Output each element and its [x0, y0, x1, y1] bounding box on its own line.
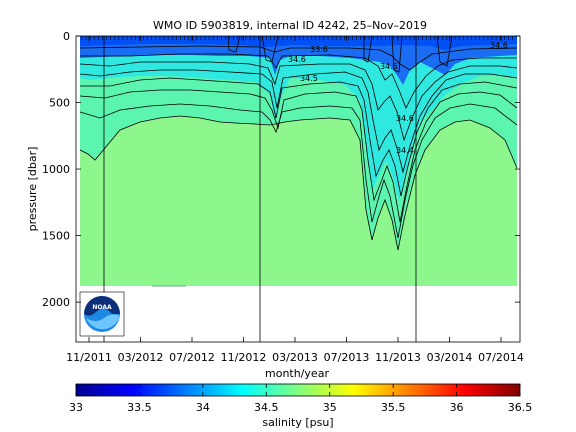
colorbar-tick-label: 36.5 [508, 401, 533, 414]
profile-ticks [81, 36, 513, 40]
colorbar-tick-label: 34 [196, 401, 210, 414]
x-axis: 11/2011 03/2012 07/2012 11/2012 03/2013 07/20… [66, 36, 524, 364]
y-tick-label: 2000 [42, 296, 70, 309]
colorbar-tick-label: 35.5 [381, 401, 406, 414]
noaa-logo-text: NOAA [92, 304, 112, 311]
x-tick-label: 07/2014 [478, 351, 524, 364]
plot-frame [75, 35, 521, 343]
x-tick-label: 07/2013 [324, 351, 370, 364]
contour-label: 34.6 [396, 114, 414, 123]
x-tick-label: 03/2014 [427, 351, 473, 364]
colorbar-gradient [75, 383, 521, 397]
vertical-reference-lines [103, 36, 417, 342]
contour-label: 34.4 [396, 146, 414, 155]
contour-label: 34.6 [490, 41, 508, 50]
colorbar-tick-label: 34.5 [254, 401, 279, 414]
colorbar-tick-label: 33.5 [127, 401, 152, 414]
y-tick-label: 1500 [42, 230, 70, 243]
colorbar: 33 33.5 34 34.5 35 35.5 36 36.5 salinity [psu] [69, 383, 533, 429]
y-axis-label: pressure [dbar] [26, 147, 39, 232]
x-tick-label: 11/2011 [66, 351, 112, 364]
contour-label: 33.6 [310, 45, 328, 54]
colorbar-tick-label: 36 [450, 401, 464, 414]
surface-salinity-band [80, 36, 517, 85]
x-tick-label: 11/2013 [375, 351, 421, 364]
contour-lines [79, 36, 518, 251]
x-tick-label: 03/2012 [118, 351, 164, 364]
surface-fresh-band [80, 36, 517, 50]
y-axis: 0 500 1000 1500 2000 [42, 30, 520, 309]
x-tick-label: 07/2012 [169, 351, 215, 364]
colorbar-tick-label: 33 [69, 401, 83, 414]
x-axis-label: month/year [265, 367, 329, 380]
contour-label: 34.5 [300, 74, 318, 83]
x-tick-label: 03/2013 [272, 351, 318, 364]
y-tick-label: 0 [63, 30, 70, 43]
colorbar-label: salinity [psu] [262, 416, 333, 429]
chart-title: WMO ID 5903819, internal ID 4242, 25–Nov… [153, 19, 427, 32]
y-tick-label: 1000 [42, 163, 70, 176]
plot-area [79, 36, 518, 342]
noaa-logo-icon: NOAA [79, 291, 125, 337]
contour-labels: 34.5 34.6 33.6 34.5 34.6 34.4 34.6 [288, 41, 508, 155]
colorbar-tick-label: 35 [323, 401, 337, 414]
contour-label: 34.5 [380, 62, 398, 71]
x-tick-label: 11/2012 [221, 351, 267, 364]
contour-label: 34.6 [288, 55, 306, 64]
y-tick-label: 500 [49, 97, 70, 110]
upper-salinity-band [80, 36, 517, 200]
